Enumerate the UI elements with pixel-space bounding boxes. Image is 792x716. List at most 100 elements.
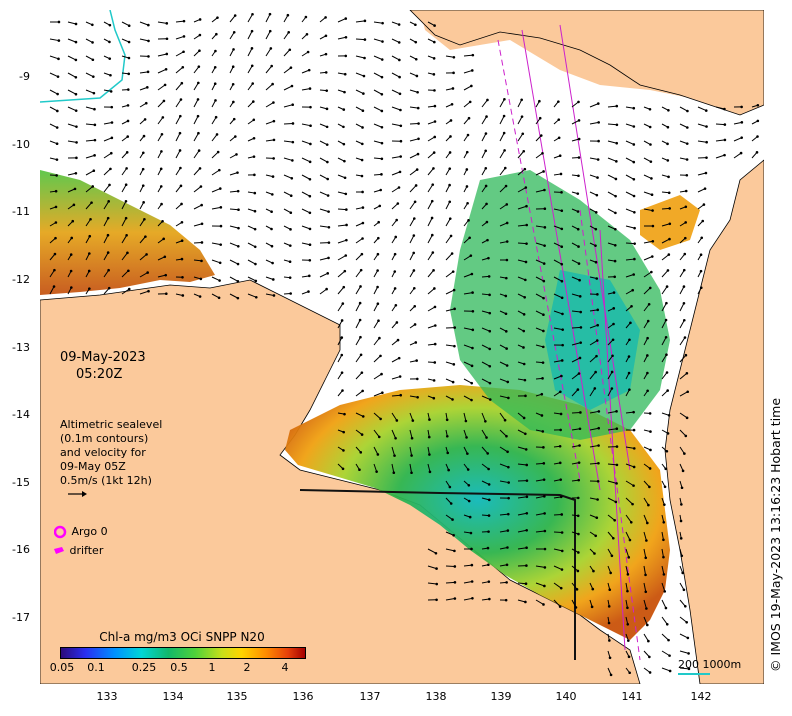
- velocity-arrow: [571, 428, 581, 431]
- velocity-arrow-head: [413, 304, 417, 308]
- velocity-arrow-head: [684, 434, 688, 438]
- velocity-arrow-head: [560, 262, 564, 266]
- velocity-arrow-head: [377, 236, 380, 240]
- lat-tick-label: -9: [19, 70, 30, 83]
- velocity-arrow-head: [291, 140, 295, 144]
- map-panel[interactable]: [40, 10, 764, 684]
- velocity-arrow-head: [395, 218, 398, 222]
- velocity-arrow: [157, 84, 166, 91]
- lon-tick-label: 141: [621, 690, 643, 703]
- velocity-arrow: [139, 21, 149, 26]
- velocity-arrow: [229, 293, 239, 299]
- velocity-arrow-head: [126, 104, 130, 107]
- velocity-arrow-head: [433, 104, 437, 108]
- velocity-arrow: [625, 497, 633, 505]
- velocity-arrow-head: [146, 271, 149, 274]
- velocity-arrow-head: [56, 75, 60, 78]
- velocity-arrow: [445, 271, 454, 278]
- land-arnhem-south: [40, 279, 641, 684]
- velocity-arrow: [319, 157, 328, 163]
- velocity-arrow-head: [55, 142, 59, 145]
- argo-label: Argo 0: [71, 525, 108, 538]
- velocity-arrow-head: [394, 235, 398, 239]
- velocity-arrow-head: [525, 242, 528, 245]
- velocity-arrow: [409, 412, 414, 421]
- velocity-arrow-head: [109, 167, 112, 171]
- velocity-arrow: [463, 327, 473, 331]
- velocity-arrow-head: [399, 108, 402, 112]
- velocity-arrow-head: [395, 321, 399, 324]
- velocity-arrow: [337, 303, 344, 312]
- velocity-arrow: [661, 302, 667, 312]
- velocity-arrow-head: [506, 380, 510, 384]
- velocity-arrow-head: [667, 191, 671, 195]
- velocity-arrow-head: [381, 40, 384, 43]
- velocity-arrow-head: [376, 252, 380, 256]
- velocity-arrow: [229, 259, 239, 265]
- velocity-arrow-head: [306, 50, 310, 54]
- velocity-arrow-head: [505, 347, 508, 350]
- velocity-arrow: [445, 218, 451, 227]
- velocity-arrow-head: [433, 40, 436, 44]
- velocity-arrow-head: [359, 268, 363, 272]
- velocity-arrow-head: [416, 395, 419, 399]
- chl-arnhem-coast: [40, 170, 215, 295]
- velocity-arrow: [67, 89, 77, 95]
- velocity-arrow-head: [650, 255, 654, 258]
- velocity-arrow-head: [628, 538, 632, 542]
- velocity-arrow-head: [650, 177, 653, 180]
- velocity-arrow-head: [308, 87, 312, 90]
- velocity-arrow-head: [126, 119, 130, 123]
- velocity-arrow: [517, 547, 527, 550]
- velocity-arrow-head: [92, 169, 96, 173]
- velocity-arrow-head: [107, 200, 110, 203]
- velocity-arrow-head: [399, 124, 403, 128]
- velocity-arrow: [391, 376, 401, 380]
- velocity-arrow-head: [159, 185, 163, 188]
- velocity-arrow: [517, 496, 527, 499]
- velocity-arrow-head: [484, 149, 487, 153]
- velocity-arrow: [373, 429, 380, 438]
- velocity-arrow-head: [522, 416, 526, 420]
- velocity-arrow: [373, 21, 383, 24]
- velocity-arrow-head: [503, 418, 507, 422]
- velocity-arrow-head: [594, 260, 598, 264]
- velocity-arrow-head: [466, 201, 469, 205]
- velocity-arrow-head: [485, 220, 489, 224]
- velocity-arrow: [571, 293, 581, 297]
- velocity-arrow-head: [471, 328, 475, 332]
- velocity-arrow-head: [502, 114, 506, 118]
- velocity-arrow: [247, 83, 254, 91]
- velocity-arrow-head: [628, 338, 631, 342]
- velocity-arrow-head: [376, 453, 380, 456]
- velocity-arrow: [85, 55, 94, 61]
- lon-tick-label: 140: [555, 690, 577, 703]
- velocity-arrow-head: [522, 149, 526, 153]
- velocity-arrow-head: [540, 414, 544, 417]
- velocity-arrow: [373, 355, 381, 363]
- velocity-arrow-head: [667, 253, 671, 256]
- velocity-arrow-head: [686, 636, 690, 640]
- velocity-arrow-head: [109, 90, 113, 93]
- velocity-arrow: [553, 208, 562, 212]
- velocity-arrow: [157, 133, 163, 142]
- velocity-arrow-head: [664, 335, 668, 339]
- velocity-arrow: [661, 223, 670, 227]
- velocity-arrow-head: [595, 193, 599, 197]
- velocity-arrow: [553, 375, 562, 380]
- map-canvas[interactable]: [40, 10, 764, 684]
- velocity-arrow: [589, 309, 598, 312]
- velocity-arrow: [391, 203, 399, 210]
- velocity-arrow-head: [218, 261, 222, 265]
- lon-tick-label: 137: [359, 690, 381, 703]
- velocity-arrow: [283, 122, 293, 125]
- velocity-arrow: [427, 168, 434, 176]
- velocity-arrow-head: [542, 279, 546, 283]
- velocity-arrow-head: [179, 184, 183, 188]
- velocity-arrow-head: [361, 109, 365, 113]
- altimetry-legend-line: Altimetric sealevel: [60, 418, 163, 431]
- velocity-arrow: [103, 184, 110, 193]
- velocity-arrow-head: [289, 66, 293, 69]
- velocity-arrow: [319, 257, 329, 261]
- velocity-arrow: [697, 172, 707, 176]
